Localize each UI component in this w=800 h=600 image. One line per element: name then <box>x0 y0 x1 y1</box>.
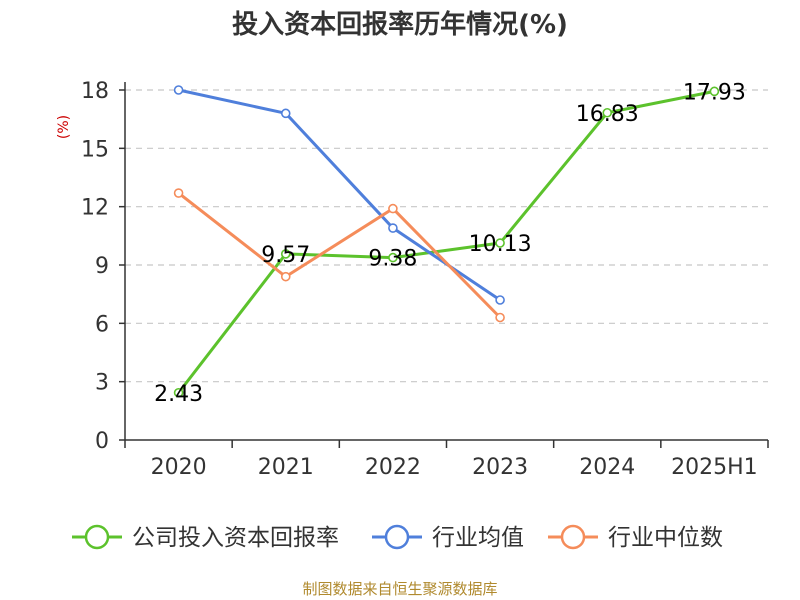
data-labels: 2.43 9.57 9.38 10.13 16.83 17.93 <box>154 80 746 406</box>
x-tick-label: 2022 <box>365 455 421 480</box>
data-label: 16.83 <box>576 102 639 127</box>
x-tick-label: 2025H1 <box>671 455 758 480</box>
y-tick-label: 6 <box>95 312 109 337</box>
legend-label: 行业均值 <box>432 525 524 551</box>
data-point <box>709 86 720 97</box>
data-point <box>495 312 505 323</box>
data-point <box>388 203 398 214</box>
y-tick-label: 9 <box>95 254 109 279</box>
data-label: 9.57 <box>261 243 310 268</box>
chart-title: 投入资本回报率历年情况(%) <box>232 9 568 40</box>
data-point <box>173 188 184 198</box>
series-line-0 <box>177 89 715 394</box>
data-label: 17.93 <box>683 80 746 105</box>
data-point <box>173 387 184 398</box>
x-tick-label: 2023 <box>472 455 528 480</box>
y-tick-label: 0 <box>95 429 109 454</box>
data-point <box>388 252 398 263</box>
x-tick-label: 2020 <box>151 455 207 480</box>
axes: 0 3 6 9 12 15 18 2020 2021 2022 2023 2024 2025H1 <box>81 79 769 480</box>
y-tick-label: 3 <box>95 371 109 396</box>
data-point <box>495 295 505 305</box>
legend-marker <box>560 524 586 550</box>
legend-label: 公司投入资本回报率 <box>132 525 339 551</box>
legend-item-2[interactable]: 行业中位数 <box>548 524 723 551</box>
legend-label: 行业中位数 <box>608 525 723 551</box>
data-point <box>173 85 184 95</box>
data-point <box>602 107 613 118</box>
series-line-2 <box>177 191 502 319</box>
data-point <box>495 238 505 248</box>
source-note: 制图数据来自恒生聚源数据库 <box>302 580 497 598</box>
data-label: 10.13 <box>469 232 532 257</box>
y-tick-label: 18 <box>81 79 109 104</box>
legend[interactable]: 公司投入资本回报率 行业均值 行业中位数 <box>72 524 723 551</box>
y-tick-label: 15 <box>81 137 109 162</box>
legend-marker <box>384 524 410 550</box>
data-label: 9.38 <box>368 247 417 272</box>
data-point <box>388 223 398 233</box>
data-point <box>280 108 291 119</box>
data-label: 2.43 <box>154 382 203 407</box>
y-axis-label: (%) <box>56 115 72 139</box>
legend-marker <box>84 524 110 550</box>
x-tick-label: 2021 <box>258 455 314 480</box>
data-point <box>280 249 291 259</box>
data-point <box>280 271 291 282</box>
y-tick-label: 12 <box>81 196 109 221</box>
legend-item-1[interactable]: 行业均值 <box>372 524 524 551</box>
x-tick-label: 2024 <box>579 455 635 480</box>
legend-item-0[interactable]: 公司投入资本回报率 <box>72 524 339 551</box>
series-lines <box>173 85 720 398</box>
